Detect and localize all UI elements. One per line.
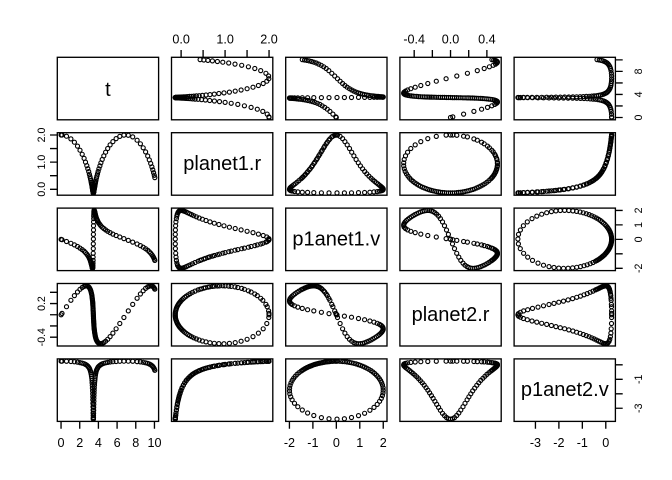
svg-text:0: 0 bbox=[602, 436, 609, 450]
svg-text:8: 8 bbox=[633, 68, 645, 74]
svg-text:-2: -2 bbox=[633, 263, 645, 273]
svg-text:t: t bbox=[105, 79, 111, 101]
svg-text:0.0: 0.0 bbox=[36, 182, 48, 197]
svg-text:6: 6 bbox=[114, 436, 121, 450]
svg-text:0: 0 bbox=[633, 114, 645, 120]
svg-text:0: 0 bbox=[633, 236, 645, 242]
svg-text:2: 2 bbox=[380, 436, 387, 450]
svg-text:0.0: 0.0 bbox=[442, 33, 460, 47]
svg-text:-0.4: -0.4 bbox=[403, 33, 425, 47]
svg-text:2: 2 bbox=[76, 436, 83, 450]
svg-text:p1anet1.v: p1anet1.v bbox=[292, 228, 380, 250]
svg-text:10: 10 bbox=[147, 436, 161, 450]
svg-text:-3: -3 bbox=[530, 436, 541, 450]
svg-text:-0.4: -0.4 bbox=[36, 328, 48, 346]
svg-text:0: 0 bbox=[58, 436, 65, 450]
svg-text:0.2: 0.2 bbox=[36, 296, 48, 311]
svg-text:4: 4 bbox=[95, 436, 102, 450]
svg-text:planet1.r: planet1.r bbox=[183, 153, 261, 175]
svg-text:-3: -3 bbox=[633, 403, 645, 413]
svg-text:1.0: 1.0 bbox=[216, 33, 234, 47]
svg-text:-1: -1 bbox=[633, 374, 645, 384]
svg-text:-2: -2 bbox=[553, 436, 564, 450]
svg-text:0: 0 bbox=[333, 436, 340, 450]
svg-text:2.0: 2.0 bbox=[36, 128, 48, 143]
svg-text:2.0: 2.0 bbox=[260, 33, 278, 47]
svg-text:1: 1 bbox=[356, 436, 363, 450]
svg-text:0.0: 0.0 bbox=[172, 33, 190, 47]
svg-text:1: 1 bbox=[633, 222, 645, 228]
svg-text:p1anet2.v: p1anet2.v bbox=[521, 379, 609, 401]
svg-text:4: 4 bbox=[633, 91, 645, 97]
svg-text:planet2.r: planet2.r bbox=[412, 304, 490, 326]
svg-text:8: 8 bbox=[132, 436, 139, 450]
svg-text:2: 2 bbox=[633, 207, 645, 213]
svg-text:1.0: 1.0 bbox=[36, 155, 48, 170]
svg-text:-1: -1 bbox=[307, 436, 318, 450]
svg-text:-1: -1 bbox=[577, 436, 588, 450]
svg-text:0.4: 0.4 bbox=[478, 33, 496, 47]
svg-text:-2: -2 bbox=[284, 436, 295, 450]
